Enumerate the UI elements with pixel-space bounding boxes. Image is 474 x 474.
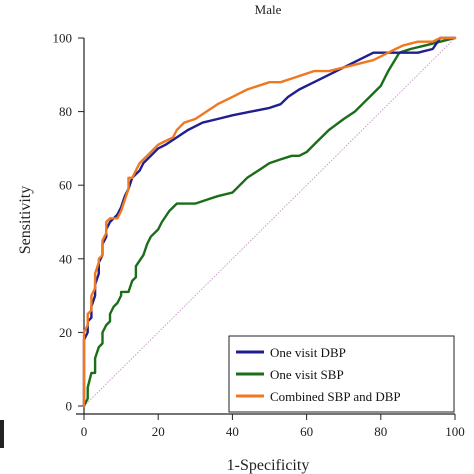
x-tick-label: 0 xyxy=(81,424,88,439)
x-tick-label: 80 xyxy=(374,424,387,439)
y-tick-label: 40 xyxy=(59,251,72,266)
legend: One visit DBP One visit SBP Combined SBP… xyxy=(228,335,455,413)
edge-mark xyxy=(0,420,4,448)
plot-area: 0 20 40 60 80 100 0 20 40 60 80 100 xyxy=(53,31,465,440)
legend-label-dbp: One visit DBP xyxy=(270,345,346,360)
x-tick-label: 20 xyxy=(152,424,165,439)
legend-label-combined: Combined SBP and DBP xyxy=(270,389,401,404)
y-tick-label: 0 xyxy=(66,399,73,414)
y-tick-label: 80 xyxy=(59,104,72,119)
y-tick-label: 20 xyxy=(59,325,72,340)
x-tick-label: 60 xyxy=(300,424,313,439)
reference-diagonal xyxy=(83,37,456,407)
x-axis-label: 1-Specificity xyxy=(227,457,310,474)
y-axis-label: Sensitivity xyxy=(17,186,34,254)
series-line-sbp xyxy=(82,36,457,408)
x-tick-label: 40 xyxy=(226,424,239,439)
legend-label-sbp: One visit SBP xyxy=(270,367,344,382)
series-line-combined xyxy=(82,36,457,408)
x-tick-label: 100 xyxy=(445,424,465,439)
y-tick-label: 100 xyxy=(53,31,73,46)
legend-box xyxy=(228,335,455,413)
chart-title: Male xyxy=(255,2,282,17)
y-tick-label: 60 xyxy=(59,178,72,193)
